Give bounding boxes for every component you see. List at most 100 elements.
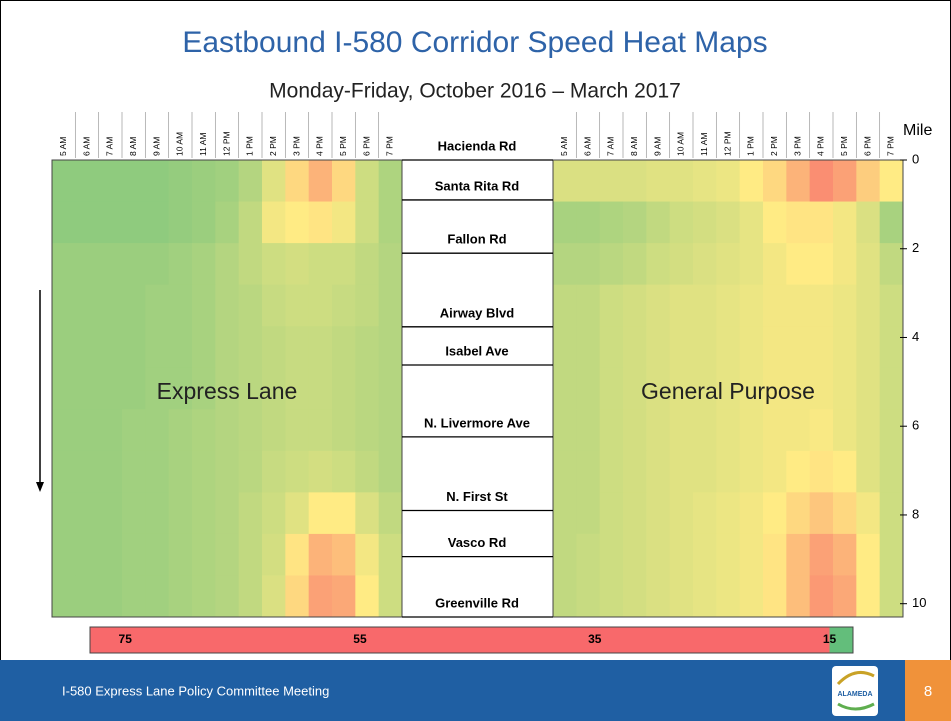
column-label: 7 PM <box>886 136 896 156</box>
footer-bar <box>0 660 951 721</box>
heat-cell <box>553 284 577 327</box>
heat-cell <box>833 575 857 618</box>
heat-cell <box>238 160 263 203</box>
heat-cell <box>623 450 647 493</box>
heat-cell <box>75 201 100 244</box>
heat-cell <box>168 492 193 535</box>
road-label: N. Livermore Ave <box>424 415 530 430</box>
heat-cell <box>669 201 694 244</box>
logo-arc <box>837 702 875 711</box>
heat-cell <box>693 450 717 493</box>
heat-cell <box>856 575 881 618</box>
heat-cell <box>833 243 857 286</box>
heat-cell <box>786 201 811 244</box>
heat-cell <box>599 201 624 244</box>
heat-cell <box>763 160 787 203</box>
heat-cell <box>809 284 834 327</box>
arrow-head <box>36 482 44 492</box>
heat-cell <box>669 284 694 327</box>
logo-text: ALAMEDA <box>838 691 873 698</box>
heat-cell <box>576 284 601 327</box>
road-label: N. First St <box>446 489 508 504</box>
road-label: Greenville Rd <box>435 595 519 610</box>
heat-cell <box>646 492 671 535</box>
subtitle: Monday-Friday, October 2016 – March 2017 <box>269 80 681 103</box>
heat-cell <box>52 533 76 576</box>
footer-text: I-580 Express Lane Policy Committee Meet… <box>62 683 329 698</box>
column-label: 9 AM <box>151 137 161 156</box>
heat-cell <box>332 533 356 576</box>
y-tick-label: 6 <box>912 418 919 433</box>
heat-cell <box>809 575 834 618</box>
heat-cell <box>576 575 601 618</box>
page-number: 8 <box>924 683 932 700</box>
heat-cell <box>122 367 146 410</box>
heat-cell <box>75 575 100 618</box>
heat-cell <box>308 533 333 576</box>
heat-cell <box>716 243 741 286</box>
heat-cell <box>145 326 170 369</box>
heat-cell <box>355 201 380 244</box>
heat-cell <box>833 367 857 410</box>
y-tick-label: 4 <box>912 329 919 344</box>
heat-cell <box>809 492 834 535</box>
heat-cell <box>669 409 694 452</box>
heat-cell <box>739 409 764 452</box>
heat-cell <box>122 201 146 244</box>
heat-cell <box>599 243 624 286</box>
heat-cell <box>355 409 380 452</box>
heat-cell <box>238 367 263 410</box>
heat-cell <box>98 201 123 244</box>
heat-cell <box>809 450 834 493</box>
heat-cell <box>355 284 380 327</box>
heat-cell <box>378 409 403 452</box>
heat-cell <box>238 492 263 535</box>
heat-cell <box>262 284 286 327</box>
column-label: 7 AM <box>105 137 115 156</box>
heat-cell <box>98 492 123 535</box>
heat-cell <box>332 575 356 618</box>
heat-cell <box>355 492 380 535</box>
heat-cell <box>98 243 123 286</box>
heat-cell <box>52 367 76 410</box>
heat-cell <box>192 492 216 535</box>
heat-cell <box>215 533 240 576</box>
heat-cell <box>669 450 694 493</box>
column-label: 5 PM <box>338 136 348 156</box>
heat-cell <box>623 533 647 576</box>
heat-cell <box>856 160 881 203</box>
heat-cell <box>809 201 834 244</box>
column-label: 6 PM <box>361 136 371 156</box>
heat-cell <box>98 326 123 369</box>
heat-cell <box>238 575 263 618</box>
heat-cell <box>763 409 787 452</box>
heat-cell <box>215 284 240 327</box>
heat-cell <box>623 326 647 369</box>
heat-cell <box>98 284 123 327</box>
heat-cell <box>553 450 577 493</box>
heat-cell <box>168 284 193 327</box>
heat-cell <box>669 160 694 203</box>
heat-cell <box>332 201 356 244</box>
heat-cell <box>52 284 76 327</box>
heat-cell <box>285 243 310 286</box>
heat-cell <box>122 450 146 493</box>
heat-cell <box>856 201 881 244</box>
heat-cell <box>669 492 694 535</box>
heat-cell <box>308 450 333 493</box>
heat-cell <box>215 326 240 369</box>
road-label: Hacienda Rd <box>438 138 517 153</box>
column-label: 8 AM <box>629 137 639 156</box>
column-label: 7 AM <box>606 137 616 156</box>
heat-cell <box>833 450 857 493</box>
heat-cell <box>716 575 741 618</box>
colorbar-tick-label: 35 <box>588 632 602 646</box>
heat-cell <box>576 326 601 369</box>
heat-cell <box>553 160 577 203</box>
heat-cell <box>623 160 647 203</box>
heat-cell <box>553 201 577 244</box>
heat-cell <box>332 284 356 327</box>
heat-cell <box>122 492 146 535</box>
heat-cell <box>599 367 624 410</box>
heat-cell <box>285 409 310 452</box>
